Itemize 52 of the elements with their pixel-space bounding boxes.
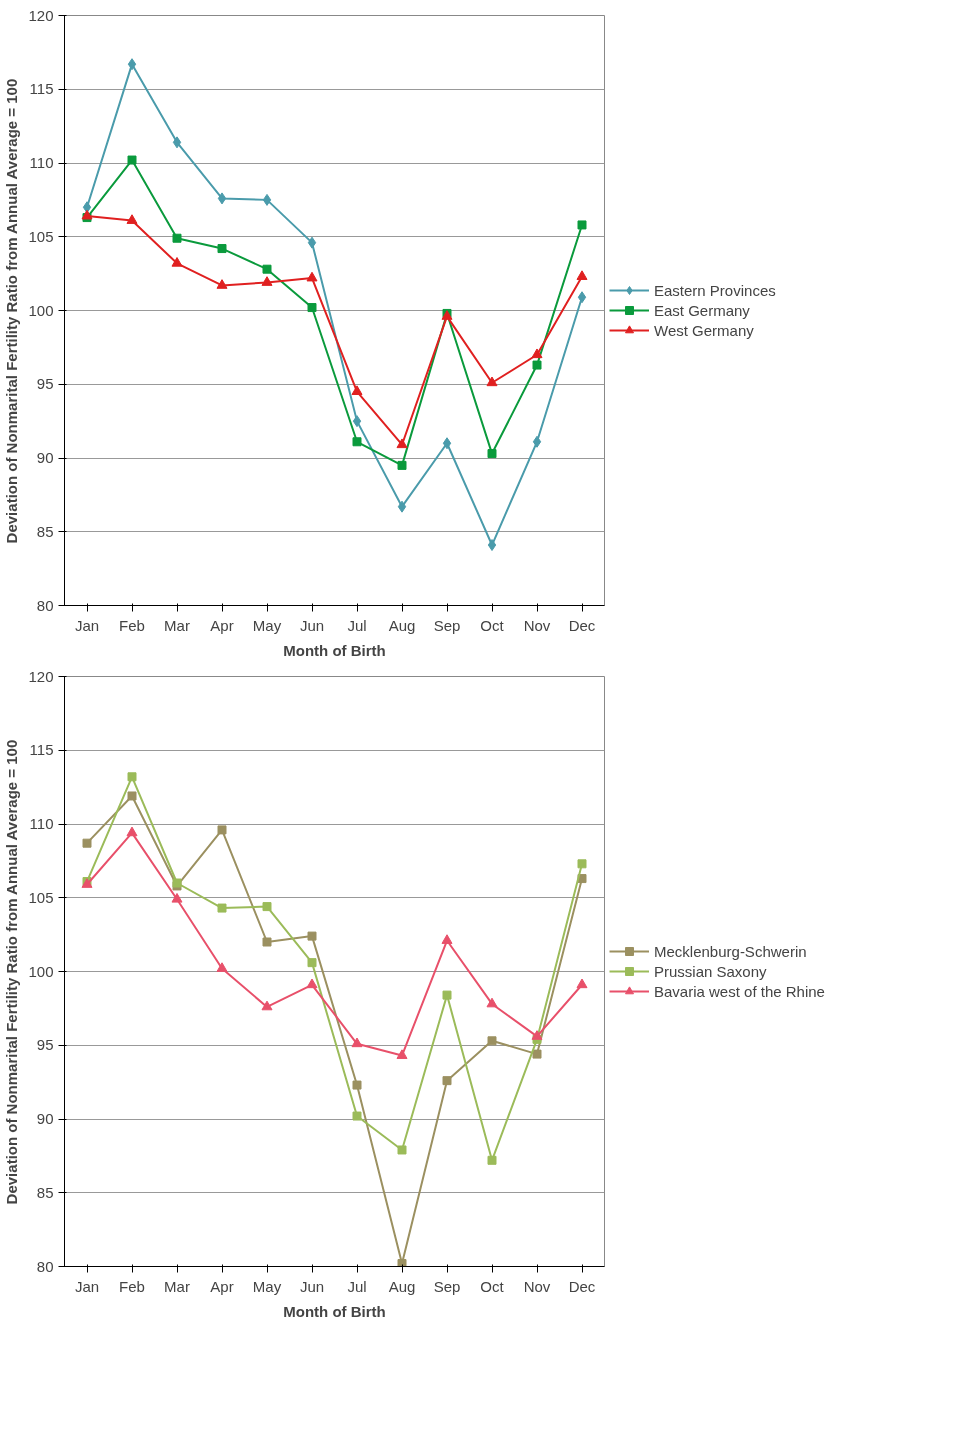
- y-tick-label: 120: [28, 6, 54, 24]
- x-tick-label: Jul: [347, 1277, 367, 1295]
- x-tick-label: Aug: [388, 616, 416, 634]
- x-tick-label: Apr: [210, 616, 234, 634]
- x-tick-label: Jan: [74, 616, 100, 634]
- y-tick-label: 95: [36, 1036, 54, 1054]
- x-tick-label: Oct: [480, 1277, 505, 1295]
- legend-label: West Germany: [654, 321, 754, 339]
- x-tick-label: Mar: [164, 616, 190, 634]
- y-tick-label: 115: [29, 741, 54, 759]
- y-tick-label: 90: [36, 1110, 54, 1127]
- y-tick-label: 100: [28, 962, 54, 980]
- x-axis-title: Month of Birth: [283, 1302, 386, 1320]
- y-tick-label: 105: [28, 888, 54, 906]
- x-tick-label: Aug: [388, 1277, 416, 1295]
- x-tick-label: Sep: [433, 1277, 461, 1295]
- y-tick-label: 100: [28, 301, 54, 319]
- y-axis-title: Deviation of Nonmarital Fertility Ratio from Annual Average = 100: [3, 78, 21, 544]
- x-tick-label: Jan: [74, 1277, 100, 1295]
- x-tick-label: Dec: [568, 1277, 596, 1295]
- y-tick-label: 120: [28, 667, 54, 685]
- y-tick-label: 90: [36, 449, 54, 466]
- legend-label: Mecklenburg-Schwerin: [654, 942, 807, 960]
- x-tick-label: Dec: [568, 616, 596, 634]
- y-tick-label: 85: [36, 522, 54, 540]
- x-tick-label: Feb: [119, 1277, 145, 1295]
- legend-label: Eastern Provinces: [654, 281, 776, 299]
- y-axis-title: Deviation of Nonmarital Fertility Ratio from Annual Average = 100: [3, 739, 21, 1205]
- x-tick-label: Jun: [299, 1277, 325, 1295]
- y-tick-label: 110: [29, 815, 54, 832]
- y-tick-label: 115: [29, 80, 54, 98]
- y-tick-label: 110: [29, 154, 54, 171]
- legend-label: Prussian Saxony: [654, 962, 767, 980]
- y-tick-label: 80: [36, 596, 54, 614]
- x-tick-label: Jun: [299, 616, 325, 634]
- legend-label: Bavaria west of the Rhine: [654, 982, 825, 1000]
- x-axis-title: Month of Birth: [283, 641, 386, 659]
- x-tick-label: Feb: [119, 616, 145, 634]
- x-tick-label: Sep: [433, 616, 461, 634]
- y-tick-label: 95: [36, 375, 54, 393]
- y-tick-label: 105: [28, 227, 54, 245]
- x-tick-label: Oct: [480, 616, 505, 634]
- y-tick-label: 85: [36, 1183, 54, 1201]
- legend-label: East Germany: [654, 301, 750, 319]
- x-tick-label: May: [252, 616, 282, 634]
- y-tick-label: 80: [36, 1257, 54, 1275]
- x-tick-label: Nov: [523, 1277, 551, 1295]
- x-tick-label: Apr: [210, 1277, 234, 1295]
- x-tick-label: May: [252, 1277, 282, 1295]
- x-tick-label: Jul: [347, 616, 367, 634]
- x-tick-label: Mar: [164, 1277, 190, 1295]
- x-tick-label: Nov: [523, 616, 551, 634]
